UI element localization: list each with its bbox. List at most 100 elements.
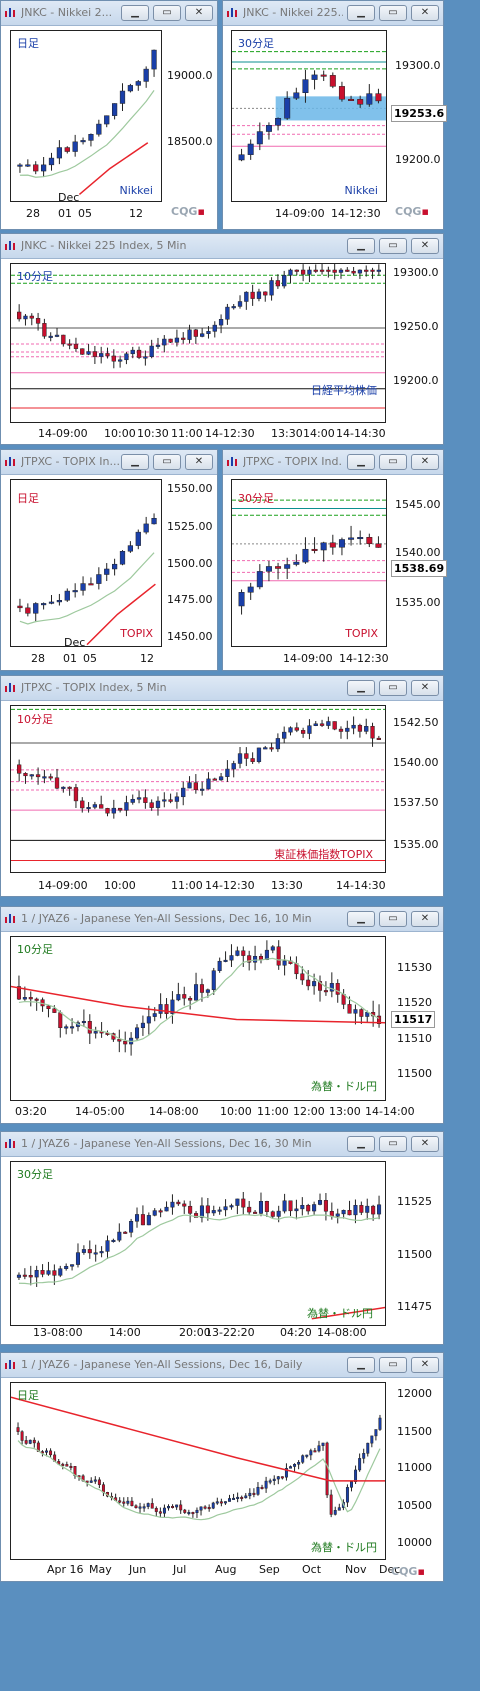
- titlebar[interactable]: JNKC - Nikkei 225... ▁ ▭ ✕: [223, 1, 443, 26]
- period-label: 10分足: [17, 270, 53, 283]
- candle-body: [294, 1208, 299, 1212]
- minimize-button[interactable]: ▁: [347, 1136, 375, 1152]
- x-tick: Apr 16: [47, 1563, 84, 1576]
- close-button[interactable]: ✕: [411, 1136, 439, 1152]
- close-button[interactable]: ✕: [185, 5, 213, 21]
- minimize-button[interactable]: ▁: [347, 1357, 375, 1373]
- window-title: JNKC - Nikkei 225...: [243, 6, 343, 19]
- minimize-button[interactable]: ▁: [347, 680, 375, 696]
- close-button[interactable]: ✕: [411, 454, 439, 470]
- close-button[interactable]: ✕: [185, 454, 213, 470]
- candle-body: [228, 1498, 231, 1502]
- y-tick: 1535.00: [393, 838, 439, 851]
- chart-plot[interactable]: 日足 為替・ドル円: [10, 1382, 386, 1560]
- candle-body: [17, 605, 23, 609]
- candle-body: [376, 737, 381, 740]
- restore-button[interactable]: ▭: [379, 680, 407, 696]
- y-tick: 19200.0: [393, 374, 439, 387]
- restore-button[interactable]: ▭: [379, 1136, 407, 1152]
- restore-icon: ▭: [388, 456, 398, 467]
- x-tick: 10:00: [104, 879, 136, 892]
- titlebar[interactable]: JTPXC - TOPIX Ind... ▁ ▭ ✕: [223, 450, 443, 475]
- minimize-button[interactable]: ▁: [121, 454, 149, 470]
- chart-plot[interactable]: 10分足 為替・ドル円: [10, 936, 386, 1101]
- restore-button[interactable]: ▭: [379, 5, 407, 21]
- titlebar[interactable]: JNKC - Nikkei 225 Index, 5 Min ▁ ▭ ✕: [1, 234, 443, 259]
- close-button[interactable]: ✕: [411, 911, 439, 927]
- candle-body: [199, 1506, 203, 1511]
- candle-body: [140, 1022, 145, 1029]
- restore-button[interactable]: ▭: [379, 454, 407, 470]
- candle-body: [366, 537, 373, 545]
- candle-body: [199, 1205, 204, 1218]
- candle-body: [319, 723, 325, 726]
- period-label: 30分足: [17, 1168, 53, 1181]
- candle-body: [311, 74, 318, 80]
- close-button[interactable]: ✕: [411, 680, 439, 696]
- close-icon: ✕: [420, 240, 430, 251]
- minimize-button[interactable]: ▁: [121, 5, 149, 21]
- titlebar[interactable]: 1 / JYAZ6 - Japanese Yen-All Sessions, D…: [1, 1353, 443, 1378]
- app-icon: [4, 455, 17, 468]
- candle-body: [205, 1205, 210, 1214]
- app-icon: [226, 6, 239, 19]
- minimize-button[interactable]: ▁: [347, 5, 375, 21]
- minimize-button[interactable]: ▁: [347, 238, 375, 254]
- minimize-icon: ▁: [357, 682, 365, 693]
- candle-body: [72, 141, 78, 152]
- candle-body: [88, 583, 94, 586]
- candle-body: [306, 979, 311, 987]
- restore-button[interactable]: ▭: [379, 911, 407, 927]
- candle-body: [302, 548, 309, 563]
- restore-button[interactable]: ▭: [153, 454, 181, 470]
- titlebar[interactable]: JTPXC - TOPIX In... ▁ ▭ ✕: [1, 450, 217, 475]
- candle-body: [127, 545, 134, 552]
- candle-body: [217, 960, 222, 971]
- y-tick: 1525.00: [167, 520, 213, 533]
- chart-plot[interactable]: 30分足 Nikkei: [231, 30, 387, 202]
- x-tick: 13-22:20: [205, 1326, 255, 1339]
- candle-body: [321, 1442, 325, 1446]
- window-nikkei-daily: JNKC - Nikkei 2... ▁ ▭ ✕ 日足 Nikkei 19000…: [0, 0, 218, 230]
- titlebar[interactable]: JTPXC - TOPIX Index, 5 Min ▁ ▭ ✕: [1, 676, 443, 701]
- titlebar[interactable]: JNKC - Nikkei 2... ▁ ▭ ✕: [1, 1, 217, 26]
- candle-body: [123, 1231, 128, 1234]
- candle-body: [96, 574, 102, 584]
- chart-plot[interactable]: 10分足 日経平均株価: [10, 263, 386, 423]
- restore-button[interactable]: ▭: [379, 1357, 407, 1373]
- titlebar[interactable]: 1 / JYAZ6 - Japanese Yen-All Sessions, D…: [1, 1132, 443, 1157]
- candle-body: [256, 131, 263, 145]
- candle-body: [301, 1455, 305, 1463]
- candle-body: [105, 808, 110, 814]
- titlebar[interactable]: 1 / JYAZ6 - Japanese Yen-All Sessions, D…: [1, 907, 443, 932]
- candle-body: [40, 1270, 45, 1275]
- restore-button[interactable]: ▭: [379, 238, 407, 254]
- chart-plot[interactable]: 30分足 為替・ドル円: [10, 1161, 386, 1326]
- candle-body: [23, 773, 28, 777]
- close-button[interactable]: ✕: [411, 238, 439, 254]
- minimize-button[interactable]: ▁: [347, 454, 375, 470]
- candle-body: [218, 776, 224, 781]
- chart-plot[interactable]: 30分足 TOPIX: [231, 479, 387, 647]
- candle-body: [244, 753, 249, 759]
- candle-body: [311, 548, 318, 551]
- y-tick: 11500: [397, 1067, 432, 1080]
- restore-button[interactable]: ▭: [153, 5, 181, 21]
- chart-plot[interactable]: 日足 TOPIX: [10, 479, 162, 647]
- candle-body: [265, 125, 272, 132]
- chart-plot[interactable]: 日足 Nikkei: [10, 30, 162, 202]
- app-icon: [4, 6, 17, 19]
- close-button[interactable]: ✕: [411, 5, 439, 21]
- period-label: 30分足: [238, 37, 274, 50]
- minimize-icon: ▁: [357, 7, 365, 18]
- candle-body: [111, 563, 118, 570]
- candle-body: [149, 802, 154, 808]
- minimize-button[interactable]: ▁: [347, 911, 375, 927]
- close-button[interactable]: ✕: [411, 1357, 439, 1373]
- last-price-badge: 11517: [391, 1011, 436, 1028]
- candle-body: [348, 537, 355, 540]
- chart-plot[interactable]: 10分足 東証株価指数TOPIX: [10, 705, 386, 873]
- restore-icon: ▭: [388, 913, 398, 924]
- candle-body: [168, 338, 173, 343]
- symbol-label: Nikkei: [119, 184, 153, 197]
